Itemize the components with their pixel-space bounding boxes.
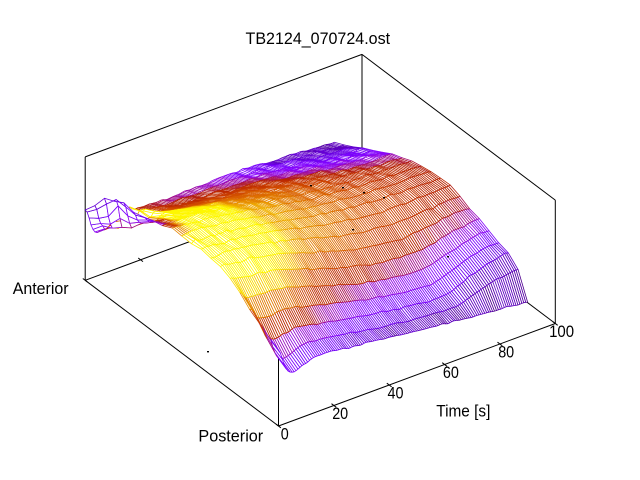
svg-text:20: 20 [332,404,348,423]
svg-text:Anterior: Anterior [13,279,69,298]
svg-text:Posterior: Posterior [198,426,263,445]
svg-text:0: 0 [281,424,289,443]
svg-text:80: 80 [498,342,514,361]
svg-text:100: 100 [549,322,574,341]
svg-text:40: 40 [388,383,404,402]
svg-text:Time [s]: Time [s] [436,402,490,421]
svg-text:60: 60 [443,363,459,382]
svg-text:TB2124_070724.ost: TB2124_070724.ost [246,29,391,48]
